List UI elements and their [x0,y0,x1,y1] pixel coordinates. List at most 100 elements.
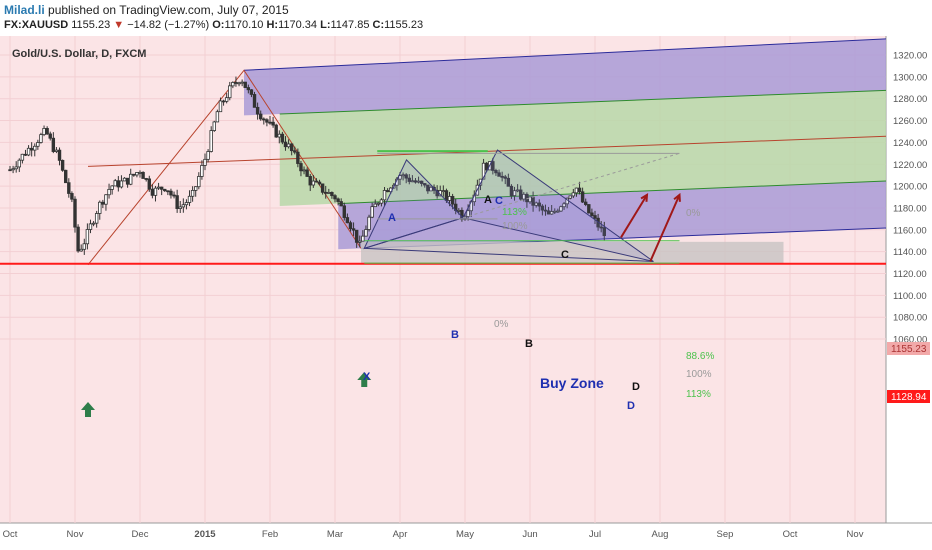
candle-body [580,191,585,203]
candle [308,173,312,192]
candle-body [73,198,77,228]
candle [246,84,251,94]
candle-body [308,176,312,186]
price-tick-label: 1200.00 [893,182,927,193]
candle-body [358,240,362,243]
candle-body [252,94,257,108]
mid-channel-line [279,89,887,115]
price-tick-label: 1220.00 [893,160,927,171]
candle-body [45,128,49,135]
price-tick-label: 1260.00 [893,116,927,127]
candle [367,214,371,232]
candle [135,172,139,178]
fib-113-label: 113% [686,389,711,400]
candle-body [320,183,325,193]
buy-zone-area [0,241,886,265]
candle-body [98,201,102,214]
candle [119,175,124,189]
candle-body [243,81,247,88]
candle-body [491,161,495,171]
price-tick-label: 1300.00 [893,72,927,83]
candle [385,188,390,193]
candle-body [212,121,216,131]
candle [116,176,121,192]
candle [293,146,297,155]
candle [200,160,204,180]
time-axis-background [0,523,932,550]
fib-zero-label-inner: 0% [494,319,509,330]
quote-line: FX:XAUUSD 1155.23 ▼ −14.82 (−1.27%) O:11… [4,19,423,31]
candle [512,186,517,201]
candle-body [562,203,566,208]
xb-leg [364,217,464,249]
last-price-marker: 1155.23 [887,342,930,355]
candle [231,81,235,89]
candle [401,172,405,181]
time-tick-label: Sep [717,529,734,540]
candle-body [200,165,204,177]
candle [20,153,25,164]
candle-body [70,193,74,200]
price-chart[interactable]: 1060.00 1080.00 1100.00 1120.00 1140.00 1160.… [0,36,932,550]
candle [330,191,334,199]
candle-body [135,172,139,176]
candle [345,213,350,224]
candle-body [577,187,582,193]
candle [29,142,34,157]
candle [33,143,37,157]
candle [39,132,43,144]
candle-body [29,147,34,151]
author-link[interactable]: Milad.li [4,3,45,17]
candle-body [228,85,232,99]
candle-body [602,227,606,237]
time-tick-label: May [456,529,474,540]
candle [150,184,155,199]
candle [48,131,52,141]
candle-body [401,174,405,177]
fib-zero-label: 0% [686,208,701,219]
candle-body [234,82,238,84]
candle-body [484,162,489,171]
time-tick-label: Nov [67,529,84,540]
candle-body [404,174,408,179]
target-arrow-one-head [640,192,649,202]
candle-body [305,169,309,177]
candle-body [144,178,148,180]
candle-body [503,176,507,179]
candle-body [348,222,353,230]
candle [76,224,80,253]
candle [147,175,151,192]
candle-body [351,228,356,231]
time-tick-label: Oct [783,529,798,540]
candle [568,195,572,200]
candle-body [407,177,411,182]
candle [255,102,260,120]
candle [113,178,117,187]
candle [91,221,96,227]
candle-body [466,210,470,217]
candle-body [522,193,526,200]
candle [317,179,322,186]
candle-body [302,169,306,172]
candle-body [39,134,43,143]
candle-body [444,190,449,201]
candle-body [209,130,213,152]
candle-body [14,166,18,170]
candle [599,221,603,233]
candle-body [568,195,572,199]
candle-body [317,181,322,185]
fib-113-label-top: 113% [502,207,527,218]
candle-body [441,190,446,193]
time-tick-label: Nov [847,529,864,540]
candle-body [457,209,461,212]
candle-body [574,187,579,194]
candle-body [91,222,96,225]
candle-body [354,229,359,243]
candle-body [76,226,80,252]
candle-body [20,153,25,161]
buy-zone-rect [361,241,784,264]
candle-body [429,186,433,192]
time-axis: Oct Nov Dec 2015 Feb Mar Apr May Jun Jul Aug Sep Oct… [3,529,864,540]
symbol-label[interactable]: FX:XAUUSD [4,19,69,31]
candle-body [79,248,83,252]
